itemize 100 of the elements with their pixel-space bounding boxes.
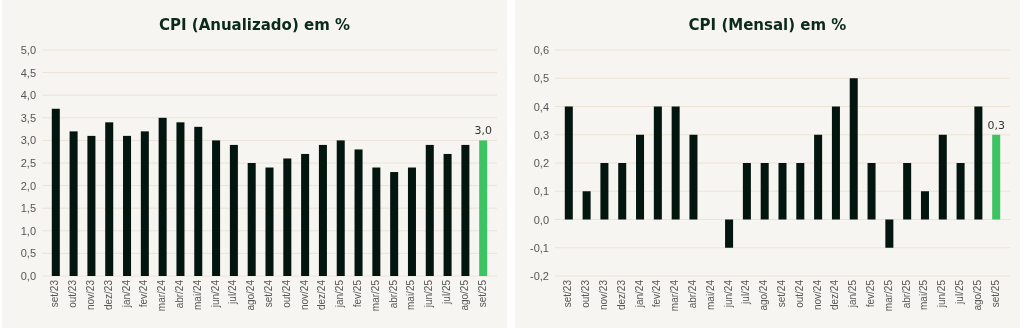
y-tick-label: 0,0 <box>533 213 549 226</box>
x-tick-label: set/23 <box>562 279 574 308</box>
bar <box>87 135 96 276</box>
bar <box>194 126 203 276</box>
x-tick-label: jan/25 <box>847 279 859 309</box>
bar <box>903 163 912 220</box>
bar <box>301 153 310 276</box>
x-tick-label: jun/25 <box>423 279 435 309</box>
bar <box>653 106 662 220</box>
x-tick-label: jan/24 <box>633 279 645 309</box>
y-tick-label: 2,0 <box>20 179 36 192</box>
y-tick-label: 1,0 <box>20 224 36 237</box>
bar <box>105 122 114 276</box>
bar <box>582 191 591 220</box>
x-tick-label: out/24 <box>280 279 292 308</box>
bar <box>390 172 399 276</box>
x-tick-label: set/23 <box>49 279 61 308</box>
bar <box>425 144 434 276</box>
bar <box>974 106 983 220</box>
y-tick-label: 3,5 <box>20 111 36 124</box>
y-tick-label: 4,5 <box>20 66 36 79</box>
chart-title: CPI (Anualizado) em % <box>158 16 351 34</box>
bar <box>618 163 627 220</box>
x-tick-label: ago/25 <box>971 279 983 311</box>
x-tick-label: dez/24 <box>316 279 328 311</box>
bar <box>831 106 840 220</box>
x-tick-label: mar/24 <box>156 279 168 312</box>
bar <box>867 163 876 220</box>
y-tick-label: 0,6 <box>533 44 549 57</box>
bar <box>725 219 734 248</box>
x-tick-label: abr/25 <box>387 279 399 309</box>
x-tick-label: fev/25 <box>352 279 364 308</box>
bar <box>956 163 965 220</box>
bar <box>123 135 132 276</box>
x-tick-label: nov/24 <box>298 279 310 311</box>
y-tick-label: 0,5 <box>533 72 549 85</box>
x-tick-label: mai/25 <box>405 279 417 311</box>
bar <box>938 134 947 220</box>
bar <box>443 153 452 276</box>
bar <box>158 117 167 276</box>
x-tick-label: fev/24 <box>138 279 150 308</box>
y-tick-label: 0,5 <box>20 247 36 260</box>
x-tick-label: set/24 <box>263 279 274 308</box>
x-tick-label: abr/25 <box>900 279 912 309</box>
bar <box>796 163 805 220</box>
x-tick-label: jul/24 <box>740 279 752 305</box>
x-tick-label: dez/23 <box>615 279 627 311</box>
x-tick-label: jun/25 <box>936 279 948 309</box>
y-tick-label: -0,2 <box>530 270 549 283</box>
bar <box>689 134 698 220</box>
x-tick-label: fev/24 <box>651 279 663 308</box>
x-tick-label: fev/25 <box>865 279 877 308</box>
x-tick-label: jul/25 <box>954 279 966 305</box>
x-tick-label: jul/25 <box>441 279 453 305</box>
x-tick-label: jan/25 <box>334 279 346 309</box>
bar <box>247 163 256 276</box>
x-tick-label: abr/24 <box>173 279 185 309</box>
bar <box>479 140 488 276</box>
bar <box>212 140 221 276</box>
bar <box>636 134 645 220</box>
x-tick-label: jul/24 <box>227 279 239 305</box>
x-tick-label: mai/24 <box>191 279 203 311</box>
x-tick-label: abr/24 <box>686 279 698 309</box>
chart-title: CPI (Mensal) em % <box>688 16 847 34</box>
x-tick-label: out/24 <box>793 279 805 308</box>
bar <box>849 78 858 220</box>
bar <box>407 167 416 276</box>
bar <box>336 140 345 276</box>
x-tick-label: mai/25 <box>918 279 930 311</box>
x-tick-label: mar/25 <box>882 279 894 312</box>
bar <box>283 158 292 276</box>
x-tick-label: dez/24 <box>829 279 841 311</box>
bar <box>354 149 363 276</box>
y-tick-label: 2,5 <box>20 157 36 170</box>
bar <box>564 106 573 220</box>
bar <box>461 144 470 276</box>
bar <box>814 134 823 220</box>
x-tick-label: nov/23 <box>597 279 609 311</box>
bar <box>318 144 327 276</box>
bar <box>265 167 274 276</box>
x-tick-label: ago/25 <box>458 279 470 311</box>
y-tick-label: 0,3 <box>533 128 549 141</box>
bar <box>778 163 787 220</box>
bar <box>992 134 1001 220</box>
x-tick-label: dez/23 <box>102 279 114 311</box>
bar <box>69 131 78 276</box>
y-tick-label: 4,0 <box>20 89 36 102</box>
x-tick-label: out/23 <box>580 279 592 308</box>
bar <box>760 163 769 220</box>
bar <box>885 219 894 248</box>
bar <box>671 106 680 220</box>
x-tick-label: ago/24 <box>245 279 257 311</box>
y-tick-label: 0,4 <box>533 100 549 113</box>
y-tick-label: 0,2 <box>533 157 549 170</box>
y-tick-label: 1,5 <box>20 202 36 215</box>
x-tick-label: mar/24 <box>669 279 681 312</box>
bar <box>51 108 60 276</box>
bar <box>140 131 149 276</box>
x-tick-label: nov/23 <box>84 279 96 311</box>
x-tick-label: nov/24 <box>811 279 823 311</box>
